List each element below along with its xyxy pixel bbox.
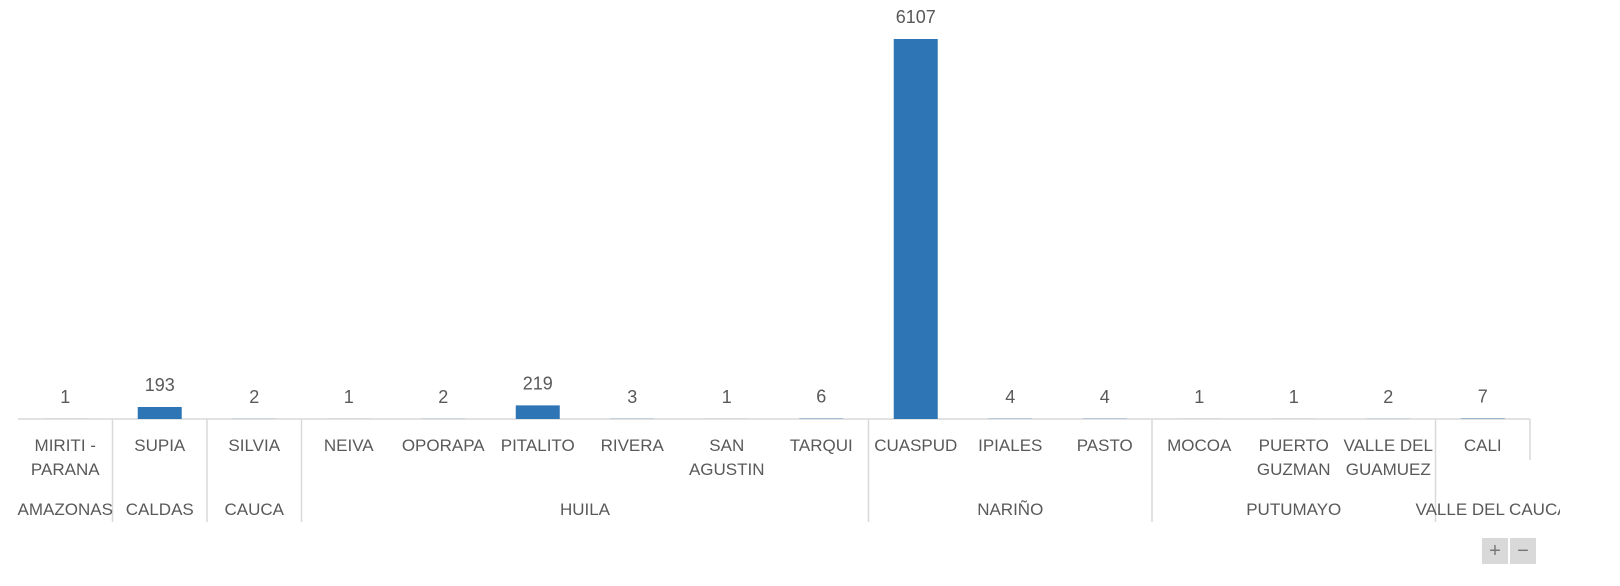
plot-area: 1 193 2 1 2 219 3 1 6 6107 4 4 1 1 2 7 MIRITI - PARANA A… xyxy=(17,7,1561,522)
group-label: VALLE DEL CAUCA xyxy=(1415,500,1561,519)
category-label: MOCOA xyxy=(1167,436,1232,455)
group-label: CAUCA xyxy=(224,500,284,519)
data-label: 193 xyxy=(145,375,175,395)
category-label: RIVERA xyxy=(600,436,664,455)
category-label: IPIALES xyxy=(978,436,1043,455)
category-label: CUASPUD xyxy=(874,436,958,455)
category-label: SAN AGUSTIN xyxy=(688,436,765,479)
group-label: PUTUMAYO xyxy=(1246,500,1342,519)
category-label: NEIVA xyxy=(323,436,374,455)
group-label: CALDAS xyxy=(125,500,194,519)
category-label: VALLE DEL GUAMUEZ xyxy=(1343,436,1433,479)
data-label: 2 xyxy=(249,387,259,407)
data-label: 219 xyxy=(523,373,553,393)
chart-svg: 1 193 2 1 2 219 3 1 6 6107 4 4 1 1 2 7 xyxy=(18,7,1531,522)
bar xyxy=(515,405,560,419)
category-label: PITALITO xyxy=(500,436,575,455)
bar xyxy=(893,39,938,419)
data-label: 7 xyxy=(1478,387,1488,407)
data-label: 3 xyxy=(627,387,637,407)
category-label: CALI xyxy=(1463,436,1502,455)
data-label: 4 xyxy=(1005,387,1015,407)
zoom-out-button[interactable]: − xyxy=(1510,538,1536,564)
group-label: AMAZONAS xyxy=(17,500,113,519)
category-label: SUPIA xyxy=(134,436,186,455)
group-label: NARIÑO xyxy=(977,500,1044,519)
data-label: 6 xyxy=(816,387,826,407)
data-label: 2 xyxy=(438,387,448,407)
category-label: MIRITI - PARANA xyxy=(30,436,100,479)
category-label: PASTO xyxy=(1076,436,1133,455)
zoom-in-button[interactable]: + xyxy=(1482,538,1508,564)
data-label: 4 xyxy=(1100,387,1110,407)
category-label: TARQUI xyxy=(789,436,853,455)
group-label: HUILA xyxy=(559,500,611,519)
data-label: 6107 xyxy=(896,7,936,27)
data-label: 1 xyxy=(344,387,354,407)
data-label: 2 xyxy=(1383,387,1393,407)
bar xyxy=(137,406,182,419)
data-label: 1 xyxy=(1289,387,1299,407)
data-label: 1 xyxy=(722,387,732,407)
data-label: 1 xyxy=(1194,387,1204,407)
category-label: OPORAPA xyxy=(401,436,485,455)
data-label: 1 xyxy=(60,387,70,407)
category-label: PUERTO GUZMAN xyxy=(1256,436,1331,479)
category-label: SILVIA xyxy=(228,436,281,455)
